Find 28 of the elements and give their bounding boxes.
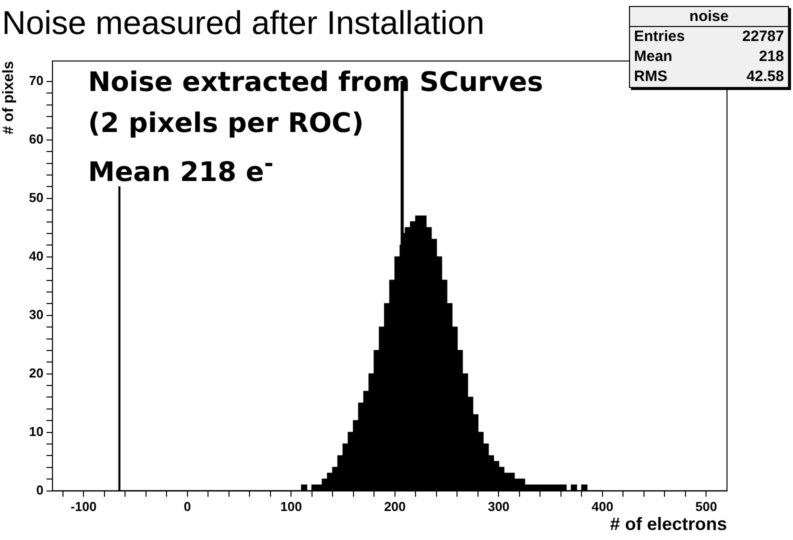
annotation: RMS [634, 67, 668, 87]
y-tick-label: 60 [28, 132, 44, 147]
y-tick-label: 0 [36, 482, 44, 498]
chart-title: Noise measured after Installation [2, 4, 484, 42]
text: 22787 [742, 27, 784, 47]
x-tick-label: 500 [695, 499, 718, 514]
text: 42.58 [746, 67, 784, 87]
x-tick-label: -100 [70, 499, 97, 514]
x-tick-label: 100 [280, 499, 302, 514]
x-tick-label: 400 [592, 499, 614, 514]
text: Entries [634, 27, 685, 47]
y-tick-label: 30 [28, 306, 44, 322]
x-axis-title: # of electrons [610, 514, 727, 534]
text: noise [630, 7, 788, 27]
x-tick-label: 0 [184, 499, 191, 514]
y-tick-label: 20 [28, 365, 44, 380]
y-tick-label: 40 [28, 248, 44, 264]
annotation: Mean 218 e$^{-}$ [88, 150, 274, 190]
y-tick-label: 50 [28, 190, 44, 205]
x-tick-label: 200 [384, 499, 406, 514]
annotation: (2 pixels per ROC) [88, 107, 365, 141]
text: 218 [758, 47, 784, 67]
y-tick-label: 70 [28, 73, 44, 88]
x-tick-label: 300 [488, 499, 510, 514]
y-tick-label: 10 [28, 424, 44, 439]
annotation: Noise extracted from SCurves [88, 66, 544, 100]
y-axis-title: # of pixels [0, 61, 18, 134]
annotation: Mean [634, 47, 672, 67]
